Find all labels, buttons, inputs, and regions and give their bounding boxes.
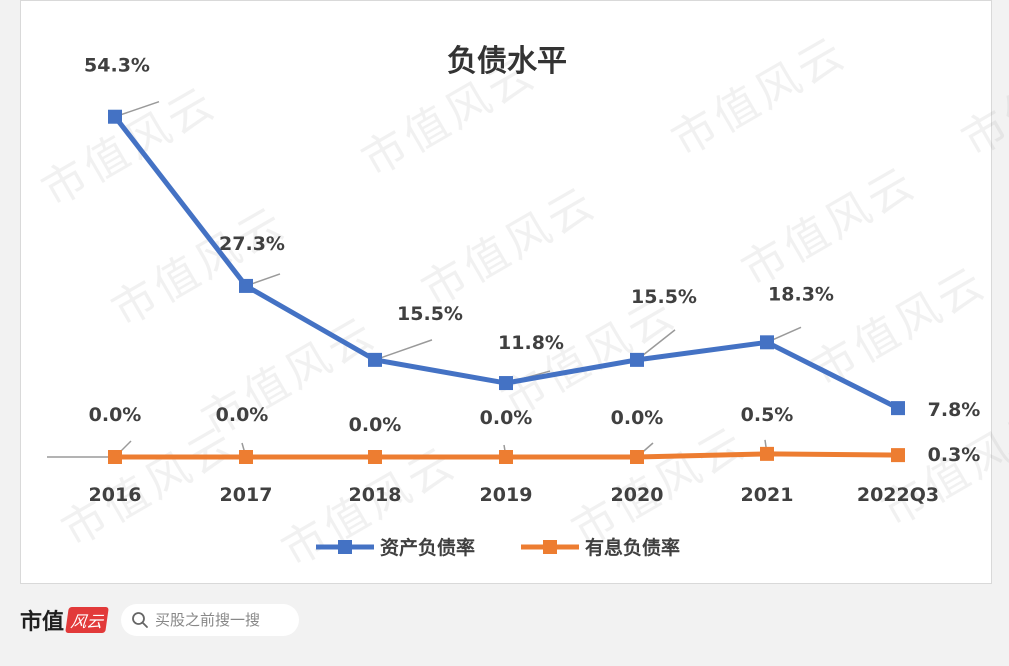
- interest-bearing-debt-ratio-data-label: 0.0%: [216, 404, 269, 426]
- chart-title: 负债水平: [447, 44, 567, 79]
- legend-marker: [338, 540, 352, 554]
- brand-text: 市值: [20, 609, 65, 635]
- brand-badge: 风云: [65, 607, 109, 633]
- asset-liability-ratio-leader-line: [374, 339, 433, 361]
- interest-bearing-debt-ratio-data-label: 0.0%: [349, 414, 402, 436]
- interest-bearing-debt-ratio-data-label: 0.5%: [741, 404, 794, 426]
- asset-liability-ratio-line: [113, 115, 900, 411]
- legend-marker: [543, 540, 557, 554]
- x-tick-label: 2017: [220, 484, 273, 506]
- asset-liability-ratio-data-label: 7.8%: [928, 399, 981, 421]
- x-tick-label: 2020: [611, 484, 664, 506]
- asset-liability-ratio-data-label: 27.3%: [219, 233, 285, 255]
- interest-bearing-debt-ratio-marker: [239, 450, 253, 464]
- asset-liability-ratio-data-label: 18.3%: [768, 283, 834, 305]
- brand-logo[interactable]: 市值 风云: [20, 604, 109, 636]
- interest-bearing-debt-ratio-marker: [368, 450, 382, 464]
- x-tick-label: 2016: [89, 484, 142, 506]
- asset-liability-ratio-data-label: 11.8%: [498, 332, 564, 354]
- interest-bearing-debt-ratio-data-label: 0.0%: [480, 407, 533, 429]
- chart-svg: 负债水平 2016 2017 2018 2019 2020 2021 2022Q3 54.3% 2…: [47, 44, 981, 559]
- legend-label: 有息负债率: [585, 536, 680, 559]
- asset-liability-ratio-marker: [499, 376, 513, 391]
- interest-bearing-debt-ratio-data-label: 0.0%: [611, 407, 664, 429]
- footer-bar: 市值 风云: [20, 598, 620, 642]
- x-tick-label: 2022Q3: [857, 484, 939, 506]
- asset-liability-ratio-data-label: 15.5%: [397, 303, 463, 325]
- asset-liability-ratio-marker: [760, 335, 774, 350]
- asset-liability-ratio-data-label: 54.3%: [84, 55, 150, 77]
- interest-bearing-debt-ratio-data-label: 0.3%: [928, 444, 981, 466]
- legend-label: 资产负债率: [380, 536, 475, 559]
- asset-liability-ratio-marker: [630, 352, 644, 367]
- interest-bearing-debt-ratio-marker: [499, 450, 513, 464]
- asset-liability-ratio-marker: [239, 278, 253, 293]
- interest-bearing-debt-ratio-marker: [630, 450, 644, 464]
- interest-bearing-debt-ratio-marker: [891, 448, 905, 463]
- search-icon: [132, 612, 148, 628]
- asset-liability-ratio-marker: [891, 401, 905, 416]
- interest-bearing-debt-ratio-data-label: 0.0%: [89, 404, 142, 426]
- asset-liability-ratio-marker: [108, 109, 122, 124]
- asset-liability-ratio-leader-line: [114, 101, 160, 118]
- x-tick-label: 2018: [349, 484, 402, 506]
- interest-bearing-debt-ratio-marker: [108, 450, 122, 464]
- search-box[interactable]: [121, 604, 300, 636]
- interest-bearing-debt-ratio-marker: [760, 446, 774, 461]
- x-tick-label: 2021: [741, 484, 794, 506]
- search-input[interactable]: [155, 611, 296, 629]
- x-tick-label: 2019: [480, 484, 533, 506]
- asset-liability-ratio-marker: [368, 352, 382, 367]
- asset-liability-ratio-data-label: 15.5%: [631, 286, 697, 308]
- chart-card: 市值风云 市值风云 市值风云 市值风云 市值风云 市值风云 市值风云 市值风云 市值风云 市值风云…: [20, 0, 1009, 584]
